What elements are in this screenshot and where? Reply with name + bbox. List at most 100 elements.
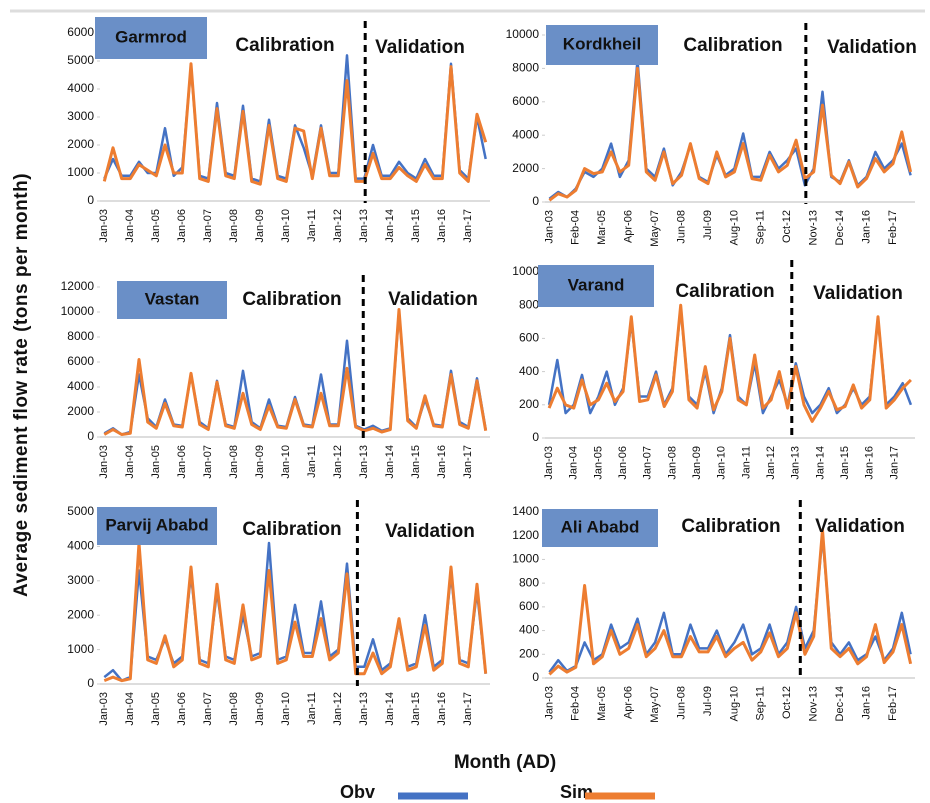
panel-title: Ali Ababd <box>561 517 640 536</box>
x-tick-label: Jan-08 <box>228 209 240 243</box>
y-axis-label: Average sediment flow rate (tons per mon… <box>11 173 32 597</box>
x-tick-label: Jan-08 <box>666 446 678 480</box>
title-box <box>546 25 658 65</box>
x-tick-label: Jan-07 <box>202 209 214 243</box>
x-tick-label: Jan-14 <box>814 446 826 480</box>
panel: 0 1000 2000 3000 4000 5000 6000 Jan-03 Jan-04 Jan… <box>67 17 490 243</box>
y-tick-label: 4000 <box>67 379 94 393</box>
x-tick-label: Jan-12 <box>332 209 344 243</box>
x-tick-label: Nov-13 <box>808 686 820 721</box>
y-tick-label: 0 <box>532 430 539 444</box>
x-axis-label: Month (AD) <box>454 752 556 773</box>
x-tick-label: Jan-03 <box>543 446 555 480</box>
data-line <box>103 308 488 436</box>
x-tick-label: Jan-13 <box>790 446 802 480</box>
x-tick-label: Jan-10 <box>716 446 728 480</box>
x-tick-label: Jan-03 <box>98 692 110 726</box>
x-tick-label: Jan-03 <box>543 686 555 720</box>
x-tick-label: Jan-09 <box>254 445 266 479</box>
annotation: Validation <box>385 521 475 542</box>
x-tick-label: Apr-06 <box>623 686 635 719</box>
data-line <box>548 534 912 673</box>
x-tick-label: Jan-12 <box>765 446 777 480</box>
x-tick-label: Jan-14 <box>384 445 396 479</box>
data-line <box>548 528 913 676</box>
x-tick-label: Jan-04 <box>124 209 136 243</box>
x-tick-label: Mar-05 <box>596 686 608 721</box>
x-tick-label: Feb-04 <box>570 686 582 721</box>
x-tick-label: Jan-17 <box>888 446 900 480</box>
x-tick-label: Jan-17 <box>462 692 474 726</box>
y-tick-label: 1400 <box>512 504 539 518</box>
y-tick-label: 200 <box>519 646 539 660</box>
x-tick-label: Apr-06 <box>623 210 635 243</box>
x-tick-label: Jan-15 <box>410 692 422 726</box>
x-tick-label: Jan-04 <box>124 692 136 726</box>
x-tick-label: Jan-16 <box>436 692 448 726</box>
x-tick-label: Feb-17 <box>887 686 899 721</box>
x-tick-label: Jul-09 <box>702 686 714 716</box>
x-tick-label: Jan-11 <box>740 446 752 479</box>
annotation: Calibration <box>242 519 341 540</box>
panel-title: Garmrod <box>115 27 187 46</box>
annotation: Calibration <box>675 281 774 302</box>
x-tick-label: Jan-11 <box>306 445 318 478</box>
x-tick-label: Jan-09 <box>254 209 266 243</box>
data-line <box>103 54 487 183</box>
x-tick-label: Jul-09 <box>702 210 714 240</box>
y-tick-label: 10000 <box>61 304 95 318</box>
annotation: Validation <box>815 516 905 537</box>
x-tick-label: Aug-10 <box>728 210 740 245</box>
y-tick-label: 2000 <box>512 161 539 175</box>
panel: 0 2000 4000 6000 8000 10000 Jan-03 Feb-04 Mar-05… <box>506 23 917 247</box>
legend: Obv Sim <box>340 782 655 802</box>
x-tick-label: Jan-08 <box>228 692 240 726</box>
y-tick-label: 1000 <box>512 264 539 278</box>
x-tick-label: Jan-17 <box>462 209 474 243</box>
y-tick-label: 1000 <box>67 165 94 179</box>
y-tick-label: 12000 <box>61 279 95 293</box>
annotation: Calibration <box>242 289 341 310</box>
y-tick-label: 0 <box>532 670 539 684</box>
x-tick-label: Jan-17 <box>462 445 474 479</box>
x-tick-label: Feb-17 <box>887 210 899 245</box>
x-tick-label: Jan-04 <box>124 445 136 479</box>
y-tick-label: 200 <box>519 397 539 411</box>
x-tick-label: Jan-16 <box>864 446 876 480</box>
y-tick-label: 1000 <box>67 642 94 656</box>
panel-title: Vastan <box>145 289 200 308</box>
x-tick-label: Jan-11 <box>306 209 318 242</box>
y-tick-label: 0 <box>532 194 539 208</box>
title-box <box>97 507 217 545</box>
y-tick-label: 0 <box>87 193 94 207</box>
panel: 0 200 400 600 800 1000 1200 1400 Jan-03 Feb-04 Mar… <box>512 500 915 723</box>
x-tick-label: Jan-09 <box>691 446 703 480</box>
x-tick-label: Jan-06 <box>176 692 188 726</box>
x-tick-label: Jan-03 <box>98 209 110 243</box>
x-tick-label: Jan-14 <box>384 209 396 243</box>
legend-label: Obv <box>340 782 375 802</box>
x-tick-label: Jan-12 <box>332 692 344 726</box>
x-tick-label: Jan-05 <box>150 445 162 479</box>
x-tick-label: Sep-11 <box>755 686 767 721</box>
x-tick-label: Jan-11 <box>306 692 318 725</box>
y-tick-label: 3000 <box>67 573 94 587</box>
x-tick-label: Jan-07 <box>202 692 214 726</box>
y-tick-label: 400 <box>519 364 539 378</box>
annotation: Validation <box>813 283 903 304</box>
title-box <box>538 265 654 307</box>
panel: 0 1000 2000 3000 4000 5000 Jan-03 Jan-04 Jan-05 J… <box>67 500 490 726</box>
y-tick-label: 800 <box>519 297 539 311</box>
y-tick-label: 4000 <box>512 127 539 141</box>
y-tick-label: 600 <box>519 599 539 613</box>
x-tick-label: Jan-03 <box>98 445 110 479</box>
title-box <box>95 17 207 59</box>
x-tick-label: Feb-04 <box>570 210 582 245</box>
y-tick-label: 8000 <box>512 61 539 75</box>
x-tick-label: May-07 <box>649 210 661 247</box>
x-tick-label: Jan-15 <box>410 209 422 243</box>
data-line <box>103 541 488 683</box>
x-tick-label: Jan-12 <box>332 445 344 479</box>
x-tick-label: Jan-04 <box>568 446 580 480</box>
